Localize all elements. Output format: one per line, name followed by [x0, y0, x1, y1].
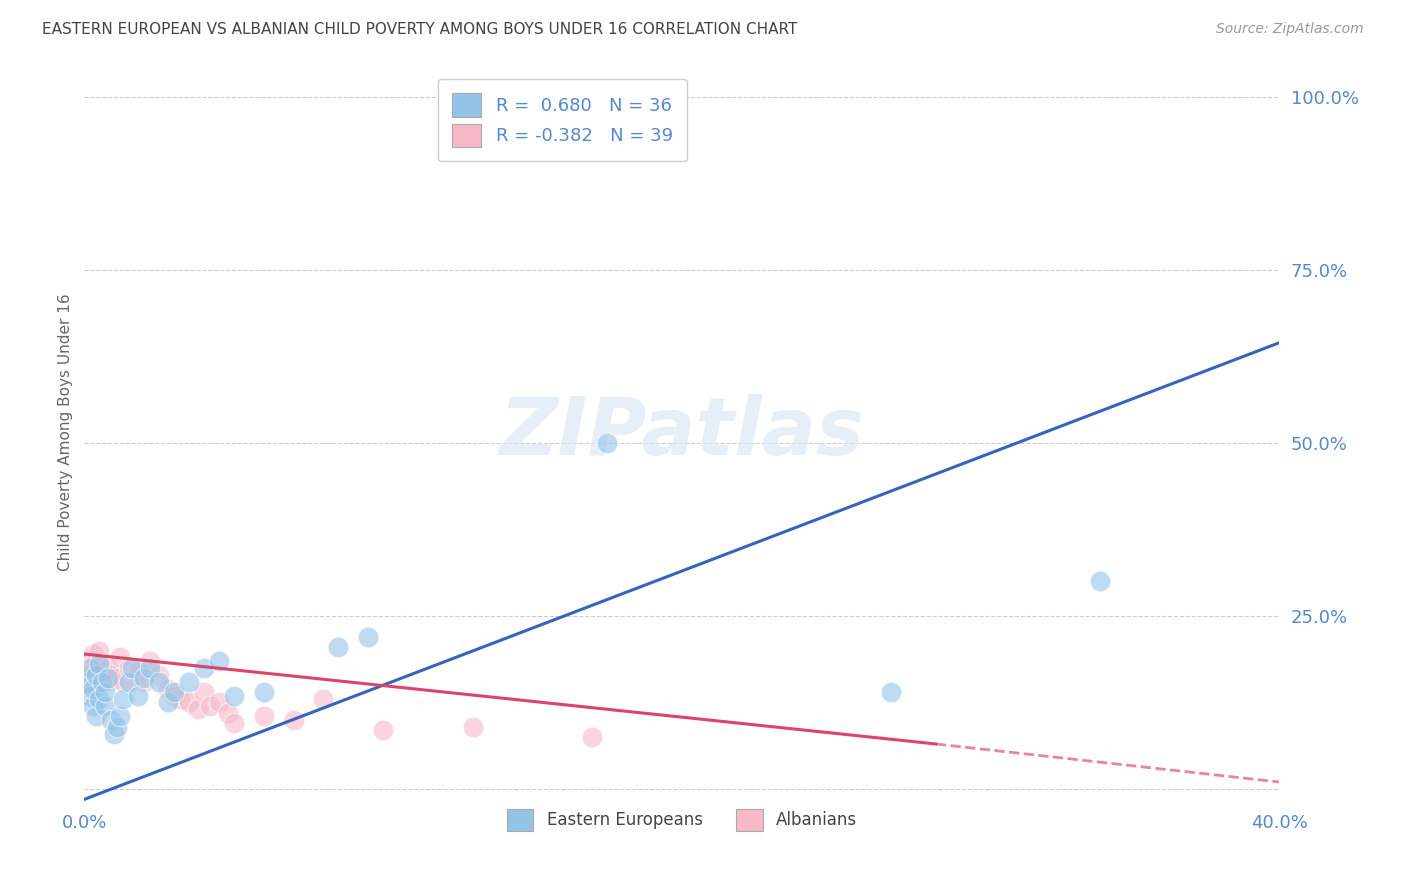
Point: [132, 671, 156, 685]
Point: [208, 654, 231, 668]
Point: [596, 436, 619, 450]
Point: [86, 709, 108, 723]
Point: [127, 665, 149, 679]
Point: [112, 692, 135, 706]
Point: [86, 667, 108, 681]
Point: [139, 654, 162, 668]
Point: [79, 667, 101, 681]
Point: [208, 696, 231, 710]
Point: [118, 661, 141, 675]
Point: [112, 674, 135, 689]
Point: [461, 720, 484, 734]
Point: [76, 674, 98, 689]
Point: [82, 665, 104, 679]
Point: [177, 696, 200, 710]
Point: [79, 674, 101, 689]
Point: [89, 657, 111, 672]
Point: [82, 698, 104, 713]
Point: [100, 667, 122, 681]
Point: [193, 661, 215, 675]
Point: [148, 667, 170, 681]
Point: [222, 716, 245, 731]
Point: [94, 674, 117, 689]
Point: [103, 671, 125, 685]
Y-axis label: Child Poverty Among Boys Under 16: Child Poverty Among Boys Under 16: [58, 293, 73, 572]
Point: [105, 720, 128, 734]
Text: ZIPatlas: ZIPatlas: [499, 393, 865, 472]
Point: [118, 674, 141, 689]
Point: [217, 706, 239, 720]
Point: [581, 730, 603, 744]
Point: [253, 685, 276, 699]
Point: [121, 661, 143, 675]
Point: [82, 647, 104, 661]
Point: [91, 667, 114, 681]
Point: [127, 689, 149, 703]
Point: [86, 654, 108, 668]
Point: [139, 661, 162, 675]
Point: [79, 661, 101, 675]
Legend: Eastern Europeans, Albanians: Eastern Europeans, Albanians: [498, 801, 866, 838]
Point: [89, 692, 111, 706]
Point: [103, 726, 125, 740]
Point: [110, 709, 132, 723]
Point: [91, 674, 114, 689]
Text: EASTERN EUROPEAN VS ALBANIAN CHILD POVERTY AMONG BOYS UNDER 16 CORRELATION CHART: EASTERN EUROPEAN VS ALBANIAN CHILD POVER…: [42, 22, 797, 37]
Point: [86, 674, 108, 689]
Point: [94, 685, 117, 699]
Point: [163, 685, 186, 699]
Point: [198, 698, 221, 713]
Point: [1090, 574, 1112, 589]
Point: [82, 681, 104, 696]
Point: [110, 650, 132, 665]
Point: [157, 681, 180, 696]
Point: [148, 674, 170, 689]
Point: [328, 640, 350, 654]
Text: Source: ZipAtlas.com: Source: ZipAtlas.com: [1216, 22, 1364, 37]
Point: [132, 674, 156, 689]
Point: [357, 630, 380, 644]
Point: [177, 674, 200, 689]
Point: [97, 661, 120, 675]
Point: [97, 671, 120, 685]
Point: [100, 713, 122, 727]
Point: [373, 723, 395, 738]
Point: [222, 689, 245, 703]
Point: [89, 643, 111, 657]
Point: [163, 689, 186, 703]
Point: [253, 709, 276, 723]
Point: [76, 657, 98, 672]
Point: [193, 685, 215, 699]
Point: [89, 661, 111, 675]
Point: [91, 657, 114, 672]
Point: [169, 692, 191, 706]
Point: [79, 689, 101, 703]
Point: [76, 661, 98, 675]
Point: [94, 698, 117, 713]
Point: [312, 692, 335, 706]
Point: [283, 713, 305, 727]
Point: [880, 685, 903, 699]
Point: [157, 696, 180, 710]
Point: [187, 702, 209, 716]
